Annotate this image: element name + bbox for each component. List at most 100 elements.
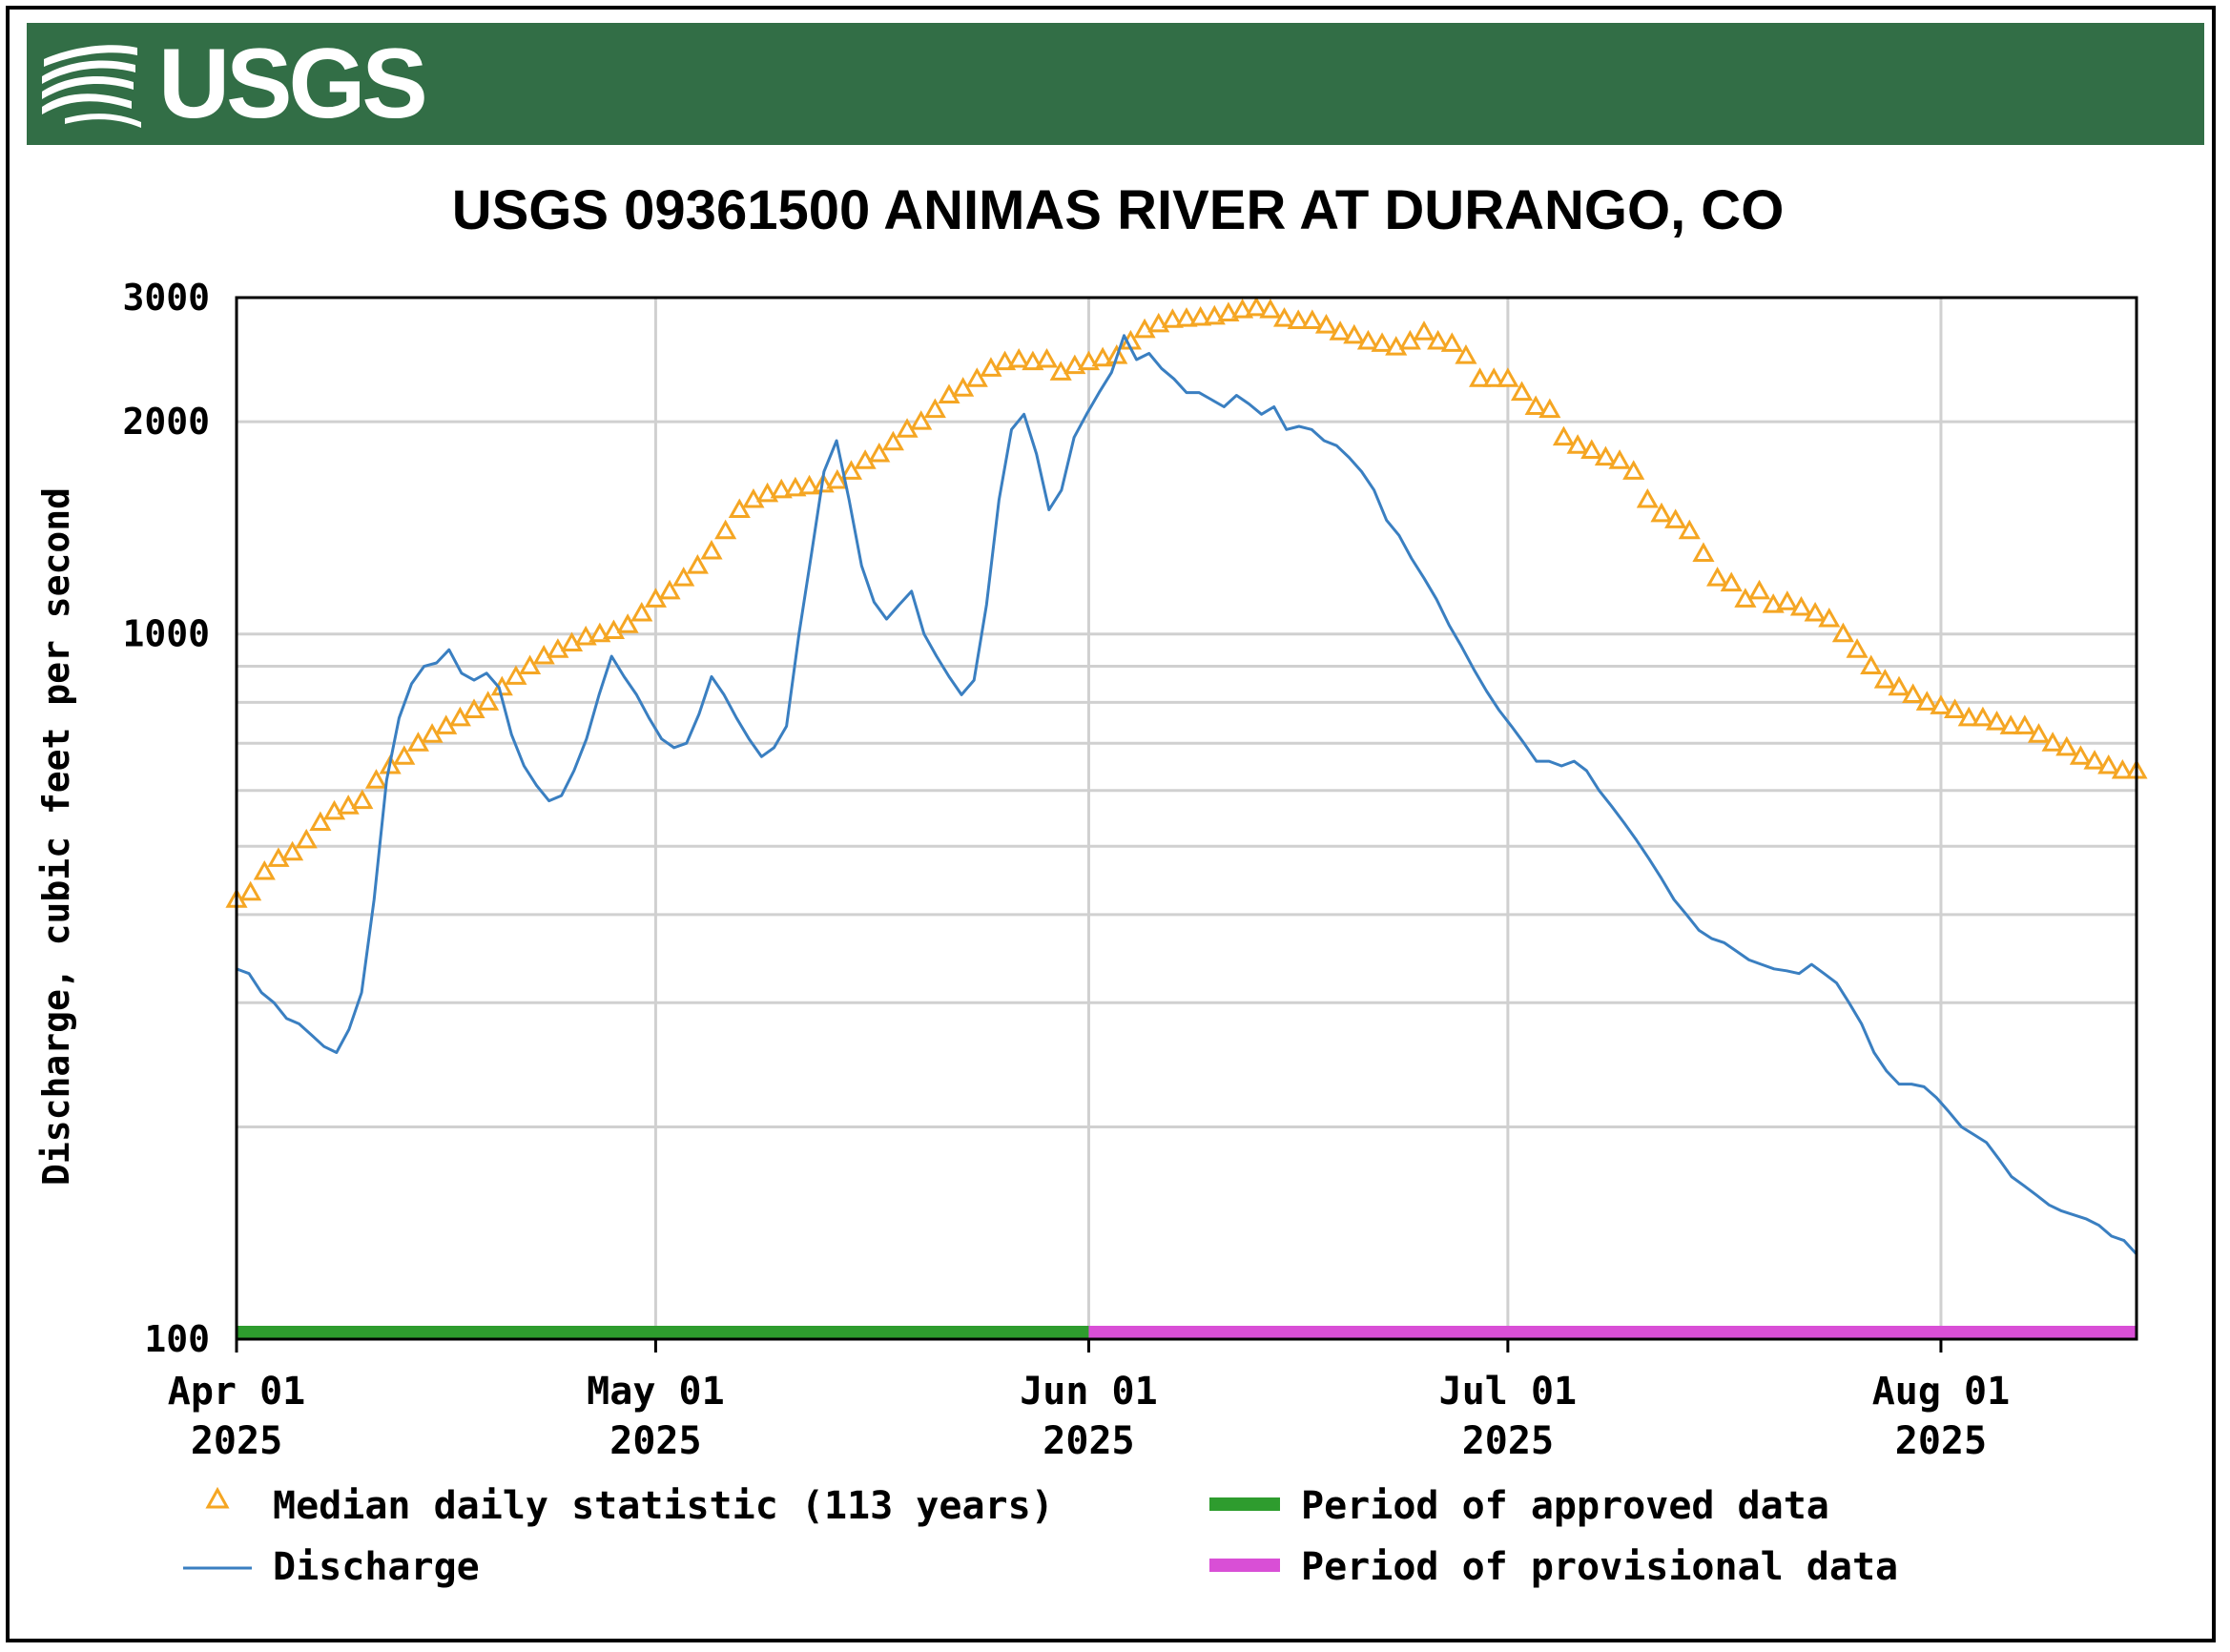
legend: Median daily statistic (113 years) Period… (183, 1484, 1898, 1589)
y-tick-label: 3000 (122, 277, 210, 319)
x-tick-year-label: 2025 (1895, 1419, 1987, 1463)
median-marker (1762, 593, 1785, 613)
x-tick-label: Jul 01 (1439, 1370, 1578, 1414)
legend-triangle-icon (205, 1486, 230, 1509)
median-marker (253, 859, 276, 880)
median-marker (1356, 329, 1379, 350)
median-marker (309, 811, 332, 832)
median-marker (1343, 323, 1366, 344)
y-tick-label: 2000 (122, 401, 210, 443)
y-tick-label: 100 (144, 1318, 210, 1360)
median-marker (742, 487, 765, 508)
x-tick-year-label: 2025 (191, 1419, 282, 1463)
median-marker (1245, 296, 1268, 317)
median-marker (1385, 336, 1408, 356)
median-marker (1482, 367, 1505, 387)
median-marker (965, 367, 988, 387)
median-marker (1035, 347, 1059, 368)
median-marker (952, 377, 975, 397)
median-marker (1133, 318, 1156, 339)
median-marker (1413, 320, 1435, 341)
median-marker (267, 847, 290, 867)
median-marker (2111, 758, 2134, 779)
median-marker (602, 619, 626, 640)
median-marker (839, 460, 863, 480)
median-marker (1831, 622, 1854, 643)
grid-lines (237, 298, 2137, 1339)
median-marker (393, 745, 416, 765)
legend-label: Period of approved data (1301, 1484, 1829, 1528)
median-marker (1314, 314, 1338, 334)
median-marker (826, 468, 849, 489)
legend-label: Median daily statistic (113 years) (273, 1484, 1054, 1528)
median-marker (980, 357, 1002, 377)
median-marker (1329, 320, 1352, 341)
median-marker (630, 601, 653, 622)
median-marker (728, 498, 751, 519)
median-marker (700, 539, 723, 560)
median-marker (1510, 381, 1534, 402)
median-marker (1972, 706, 1994, 727)
x-tick-year-label: 2025 (1043, 1419, 1134, 1463)
median-marker (351, 789, 374, 810)
median-marker (1860, 654, 1883, 675)
median-marker (1888, 675, 1910, 696)
median-marker (1580, 439, 1603, 459)
median-marker (1566, 434, 1589, 454)
median-marker (1636, 487, 1659, 508)
median-marker (1944, 698, 1967, 718)
median-marker (1469, 367, 1492, 387)
chart-title: USGS 09361500 ANIMAS RIVER AT DURANGO, C… (452, 179, 1785, 241)
median-marker (1664, 508, 1687, 528)
median-marker (322, 799, 346, 820)
median-marker (1789, 595, 1813, 616)
median-marker (1985, 711, 2009, 731)
x-tick-label: May 01 (587, 1370, 725, 1414)
median-marker (1804, 601, 1827, 622)
legend-bar-icon (1209, 1559, 1280, 1572)
x-tick-label: Jun 01 (1020, 1370, 1158, 1414)
median-marker (532, 644, 555, 665)
median-marker (910, 410, 933, 430)
median-marker (1440, 332, 1463, 352)
median-marker (1692, 542, 1715, 562)
median-marker (1272, 307, 1296, 327)
median-marker (1650, 502, 1673, 523)
median-marker (1161, 308, 1184, 328)
legend-label: Discharge (273, 1545, 480, 1589)
median-marker (881, 430, 904, 451)
median-marker (1999, 714, 2022, 734)
median-marker (1622, 460, 1645, 480)
median-marker (337, 795, 360, 815)
median-marker (1231, 299, 1254, 319)
axis-labels: 3000 2000 1000 100 Apr 01 2025 May 01 2025 Jun 0… (122, 277, 2010, 1463)
median-marker (1873, 669, 1896, 689)
median-marker (1427, 329, 1450, 350)
median-marker (868, 442, 891, 463)
x-tick-year-label: 2025 (1462, 1419, 1554, 1463)
median-marker (1915, 691, 1938, 711)
median-marker (616, 613, 639, 633)
median-marker (1371, 332, 1394, 352)
median-marker (1747, 579, 1771, 600)
period-bars (237, 1326, 2137, 1339)
median-marker (1189, 305, 1212, 326)
median-marker (1455, 344, 1477, 364)
median-marker (1846, 638, 1869, 658)
median-marker (1091, 346, 1114, 367)
median-marker (560, 631, 584, 652)
median-marker (1538, 398, 1561, 419)
median-marker (519, 654, 542, 675)
period-bar-period-of-provisional-data (1088, 1326, 2137, 1339)
median-marker (1720, 571, 1743, 592)
median-marker (1706, 567, 1729, 587)
median-marker (1902, 683, 1925, 703)
median-marker (770, 478, 793, 499)
median-marker (1301, 309, 1324, 329)
median-marker (994, 350, 1017, 371)
discharge-line (236, 334, 2138, 1255)
median-marker (672, 567, 695, 587)
x-tick-year-label: 2025 (609, 1419, 701, 1463)
y-axis-label: Discharge, cubic feet per second (35, 487, 77, 1186)
